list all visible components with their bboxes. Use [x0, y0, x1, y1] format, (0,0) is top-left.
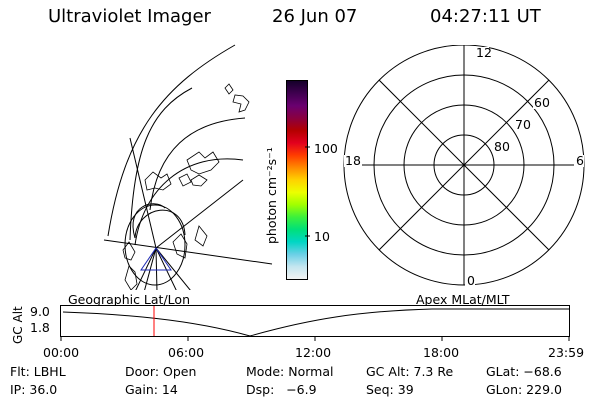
coastline: [224, 83, 234, 95]
door-value: Door: Open: [125, 364, 197, 379]
colorbar-unit-text: photon cm⁻²s⁻¹: [264, 147, 279, 244]
coastline: [124, 265, 138, 290]
glat-value: GLat: −68.6: [486, 364, 562, 379]
lat-label-70: 70: [515, 117, 531, 132]
timeline-y-axis-label: GC Alt: [11, 306, 25, 344]
lon-line: [155, 247, 191, 290]
coastline: [122, 241, 136, 261]
lat-circle: [149, 117, 246, 211]
color-bar: [286, 80, 308, 280]
mode-value: Mode: Normal: [246, 364, 334, 379]
lat-circle: [124, 204, 186, 286]
lat-label-60: 60: [534, 95, 550, 110]
lat-label-80: 80: [494, 139, 510, 154]
timeline-plot: [60, 305, 570, 341]
mlt-label-0: 0: [467, 273, 475, 288]
lon-line: [155, 247, 177, 290]
coastline: [186, 151, 220, 175]
timeline-left-label: Geographic Lat/Lon: [68, 292, 190, 307]
timeline-x-tick-1200: 12:00: [295, 345, 332, 360]
timeline-x-tick-2359: 23:59: [548, 345, 585, 360]
coastline: [232, 94, 250, 113]
coastline: [194, 225, 208, 247]
lon-line: [129, 137, 157, 249]
timeline-y-tick-low: 1.8: [30, 320, 50, 335]
lon-line: [155, 247, 158, 290]
time-label: 04:27:11 UT: [430, 6, 541, 27]
coastline: [172, 233, 188, 259]
filter-value: Flt: LBHL: [10, 364, 66, 379]
lat-circle: [107, 44, 236, 237]
lon-line: [144, 247, 157, 290]
lon-line: [135, 247, 157, 290]
polar-plot: 12 0 18 6 60 70 80: [343, 45, 585, 288]
lon-line: [103, 239, 273, 265]
colorbar-tick-10: 10: [314, 229, 330, 244]
timeline-y-tick-high: 9.0: [30, 304, 50, 319]
ip-value: IP: 36.0: [10, 382, 58, 397]
timeline-x-tick-0000: 00:00: [43, 345, 80, 360]
mlt-label-6: 6: [576, 153, 584, 168]
geographic-map: [103, 44, 273, 290]
timeline-x-tick-1800: 18:00: [423, 345, 460, 360]
lat-circle: [129, 87, 193, 241]
colorbar-tick-marks: [305, 146, 310, 237]
lat-circle: [132, 203, 166, 239]
timeline-x-tick-0600: 06:00: [168, 345, 205, 360]
glon-value: GLon: 229.0: [486, 382, 562, 397]
mlt-diagonal: [378, 79, 550, 251]
colorbar-unit-label: photon cm⁻²s⁻¹: [264, 147, 279, 244]
gc-alt-axis-text: GC Alt: [11, 306, 25, 344]
lon-line: [155, 179, 244, 249]
mlt-label-12: 12: [476, 45, 492, 60]
mlt-label-18: 18: [345, 153, 361, 168]
gain-value: Gain: 14: [125, 382, 178, 397]
orbit-path-line: [140, 247, 172, 271]
coastline: [190, 174, 208, 187]
timeline-right-label: Apex MLat/MLT: [416, 292, 510, 307]
coastline: [144, 171, 172, 191]
app-title: Ultraviolet Imager: [48, 6, 211, 27]
date-label: 26 Jun 07: [272, 6, 358, 27]
gc-alt-value: GC Alt: 7.3 Re: [366, 364, 454, 379]
lat-circle: [134, 209, 186, 239]
altitude-curve: [62, 308, 569, 337]
dsp-value: Dsp: −6.9: [246, 382, 317, 397]
seq-value: Seq: 39: [366, 382, 414, 397]
colorbar-tick-100: 100: [314, 141, 338, 156]
lat-circle: [134, 158, 244, 246]
coastline: [178, 173, 192, 187]
